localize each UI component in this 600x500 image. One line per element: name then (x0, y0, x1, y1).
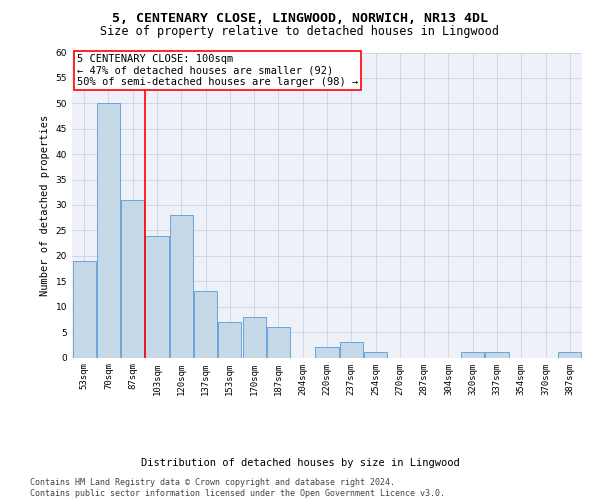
Bar (194, 292, 217, 358)
Text: Contains HM Land Registry data © Crown copyright and database right 2024.
Contai: Contains HM Land Registry data © Crown c… (30, 478, 445, 498)
Text: 5 CENTENARY CLOSE: 100sqm
← 47% of detached houses are smaller (92)
50% of semi-: 5 CENTENARY CLOSE: 100sqm ← 47% of detac… (77, 54, 358, 87)
Bar (485, 352, 509, 358)
Text: 5, CENTENARY CLOSE, LINGWOOD, NORWICH, NR13 4DL: 5, CENTENARY CLOSE, LINGWOOD, NORWICH, N… (112, 12, 488, 26)
Bar (267, 327, 290, 358)
Y-axis label: Number of detached properties: Number of detached properties (40, 114, 50, 296)
Bar (559, 352, 581, 358)
Bar (461, 352, 484, 358)
Bar (73, 261, 95, 358)
Bar (364, 352, 387, 358)
Bar (316, 348, 338, 358)
Bar (340, 342, 363, 357)
Bar (121, 200, 144, 358)
Bar (218, 322, 241, 358)
Text: Size of property relative to detached houses in Lingwood: Size of property relative to detached ho… (101, 25, 499, 38)
Bar (145, 236, 169, 358)
Bar (242, 317, 266, 358)
Text: Distribution of detached houses by size in Lingwood: Distribution of detached houses by size … (140, 458, 460, 468)
Bar (170, 215, 193, 358)
Bar (97, 104, 120, 358)
